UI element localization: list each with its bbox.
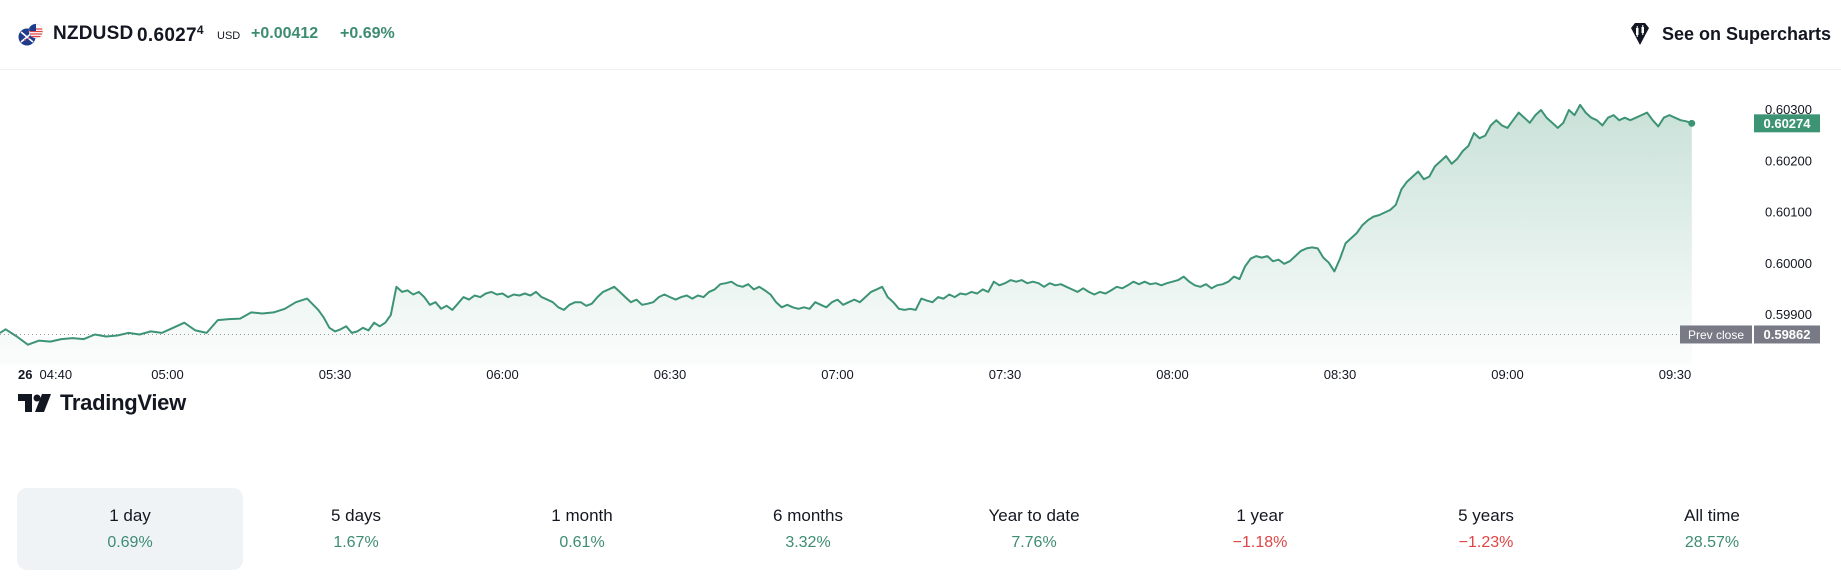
x-tick-label: 04:40	[40, 367, 73, 382]
x-tick-label: 08:00	[1156, 367, 1189, 382]
x-tick-label: 06:00	[486, 367, 519, 382]
symbol-name[interactable]: NZDUSD	[53, 23, 134, 44]
period-selector: 1 day 0.69% 5 days 1.67% 1 month 0.61% 6 month…	[17, 488, 1825, 570]
period-label: Year to date	[988, 506, 1080, 525]
period-tab-0[interactable]: 1 day 0.69%	[17, 488, 243, 570]
x-tick-label: 08:30	[1324, 367, 1357, 382]
see-on-supercharts-link[interactable]: See on Supercharts	[1626, 16, 1831, 52]
price-main: 0.6027	[137, 25, 197, 46]
tradingview-logo-icon	[18, 394, 51, 412]
period-change-value: 3.32%	[785, 534, 831, 551]
period-tab-4[interactable]: Year to date 7.76%	[921, 488, 1147, 570]
period-label: 5 years	[1458, 506, 1514, 525]
prev-close-value-tag	[1754, 325, 1820, 344]
period-tab-6[interactable]: 5 years −1.23%	[1373, 488, 1599, 570]
supercharts-icon	[1630, 23, 1649, 45]
prev-close-tag	[1680, 325, 1752, 344]
y-tick-label: 0.60300	[1765, 102, 1812, 117]
x-tick-label: 26	[18, 367, 32, 382]
period-change-value: 7.76%	[1011, 534, 1057, 551]
period-tab-5[interactable]: 1 year −1.18%	[1147, 488, 1373, 570]
x-tick-label: 05:30	[319, 367, 352, 382]
widget-header: NZDUSD 0.60274 USD +0.00412 +0.69% See o…	[0, 0, 1841, 70]
last-price-tag	[1754, 114, 1820, 133]
y-tick-label: 0.59900	[1765, 307, 1812, 322]
period-change-value: −1.18%	[1232, 534, 1288, 551]
chart-area-layer	[0, 104, 1692, 366]
period-label: 1 month	[551, 506, 613, 525]
tradingview-logo[interactable]: TradingView	[18, 388, 186, 418]
tradingview-logo-text: TradingView	[60, 390, 186, 415]
y-tick-label: 0.60000	[1765, 256, 1812, 271]
nzd-usd-flags-icon	[18, 23, 44, 46]
price-chart[interactable]: 0.59900 0.60000 0.60100 0.60200 0.60300 26 04…	[0, 70, 1841, 460]
x-tick-label: 09:30	[1659, 367, 1692, 382]
price-tags: 0.60274 Prev close 0.59862	[1680, 114, 1820, 344]
period-change-value: 0.69%	[107, 534, 153, 551]
y-axis: 0.59900 0.60000 0.60100 0.60200 0.60300	[1765, 102, 1812, 322]
period-change-value: −1.23%	[1458, 534, 1514, 551]
period-label: All time	[1684, 506, 1740, 525]
x-axis: 26 04:40 05:00 05:30 06:00 06:30 07:00 07:30 08:…	[18, 367, 1691, 382]
currency-label: USD	[217, 30, 241, 42]
prev-close-value-label: 0.59862	[1764, 327, 1811, 342]
prev-close-tag-label: Prev close	[1688, 328, 1744, 342]
period-change-value: 1.67%	[333, 534, 379, 551]
price-area-fill	[0, 104, 1692, 366]
change-absolute: +0.00412	[251, 25, 319, 42]
period-tab-1[interactable]: 5 days 1.67%	[243, 488, 469, 570]
change-percent: +0.69%	[340, 25, 395, 42]
x-tick-label: 07:30	[989, 367, 1022, 382]
x-tick-label: 06:30	[654, 367, 687, 382]
period-change-value: 28.57%	[1684, 534, 1740, 551]
period-label: 6 months	[773, 506, 843, 525]
last-price: 0.60274	[137, 23, 204, 47]
period-tab-2[interactable]: 1 month 0.61%	[469, 488, 695, 570]
y-tick-label: 0.60100	[1765, 205, 1812, 220]
period-tab-3[interactable]: 6 months 3.32%	[695, 488, 921, 570]
supercharts-label: See on Supercharts	[1661, 23, 1831, 44]
period-tab-7[interactable]: All time 28.57%	[1599, 488, 1825, 570]
chart-line-layer	[0, 103, 1696, 346]
period-change-value: 0.61%	[559, 534, 605, 551]
period-label: 1 day	[109, 506, 151, 525]
x-tick-label: 09:00	[1491, 367, 1524, 382]
period-label: 5 days	[330, 506, 382, 525]
price-line	[0, 103, 1693, 346]
x-tick-label: 07:00	[821, 367, 854, 382]
last-price-dot	[1688, 119, 1696, 127]
last-price-tag-label: 0.60274	[1764, 116, 1812, 131]
y-tick-label: 0.60200	[1765, 153, 1812, 168]
x-tick-label: 05:00	[151, 367, 184, 382]
price-superscript: 4	[196, 23, 204, 37]
period-label: 1 year	[1236, 506, 1284, 525]
